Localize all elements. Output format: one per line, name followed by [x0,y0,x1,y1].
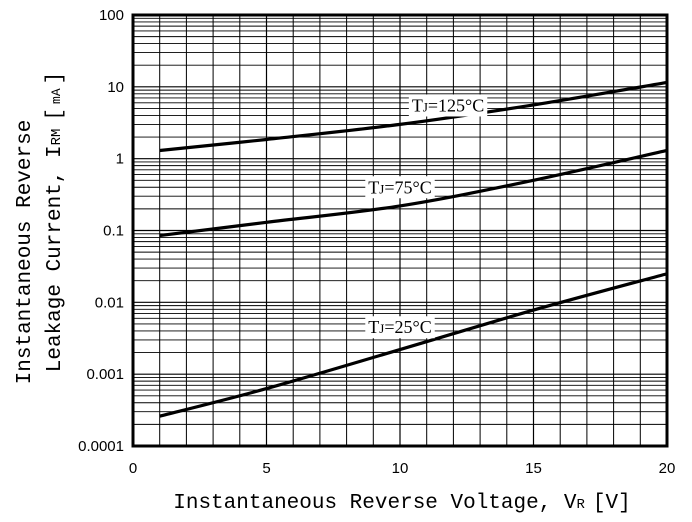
x-tick-label: 10 [392,460,409,477]
series-label-rest: =75°C [384,177,431,197]
series-label: TJ=25°C [368,317,431,337]
curve-labels: TJ=125°CTJ=75°CTJ=25°C [365,94,488,339]
series-label-sub: J [379,321,384,336]
y-axis-title-line2: Leakage Current, IRM [ mA] [44,72,67,372]
y-tick-label: 0.0001 [78,438,124,455]
series-label-sub: J [379,181,384,196]
y-axis-title-unit-open: [ [44,108,67,121]
series-label-bg [365,176,435,199]
y-tick-label: 1 [116,151,124,168]
series-label-bg [408,94,488,117]
x-axis-title-main: Instantaneous Reverse Voltage, V [173,492,577,515]
series-line-0 [159,80,668,153]
series-label-rest: =125°C [428,95,484,115]
series-label: TJ=125°C [412,95,484,115]
series-label: TJ=75°C [368,177,431,197]
grid [133,15,667,446]
x-tick-label: 15 [525,460,542,477]
y-tick-label: 0.1 [103,223,124,240]
x-axis-title-unit: [V] [593,492,631,515]
x-axis-title-sub: R [577,497,586,513]
x-tick-label: 0 [129,460,137,477]
series-label-bg [365,316,435,339]
series-line-2 [159,272,668,418]
series-label-rest: =25°C [384,317,431,337]
y-axis-title-unit-close: ] [44,72,67,85]
y-tick-label: 0.001 [86,366,124,383]
y-tick-label: 0.01 [95,294,124,311]
series-label-main: T [412,95,423,115]
x-tick-label: 5 [262,460,270,477]
y-tick-label: 10 [107,79,124,96]
curves [159,80,668,418]
tick-labels: 0 5 10 15 20 0.0001 0.001 0.01 0.1 1 10 100 [78,7,675,477]
y-axis-title-unit: mA [49,88,64,104]
y-tick-label: 100 [99,7,124,24]
series-line-1 [159,148,668,238]
x-tick-label: 20 [659,460,676,477]
series-label-main: T [368,177,379,197]
y-axis-title-main: Leakage Current, I [44,145,67,372]
series-label-main: T [368,317,379,337]
plot-frame [131,13,669,448]
series-label-sub: J [423,99,428,114]
x-axis-title: Instantaneous Reverse Voltage, VR [V] [173,492,630,515]
y-axis-title-line1: Instantaneous Reverse [14,120,37,385]
y-axis-title-sub: RM [49,129,65,146]
